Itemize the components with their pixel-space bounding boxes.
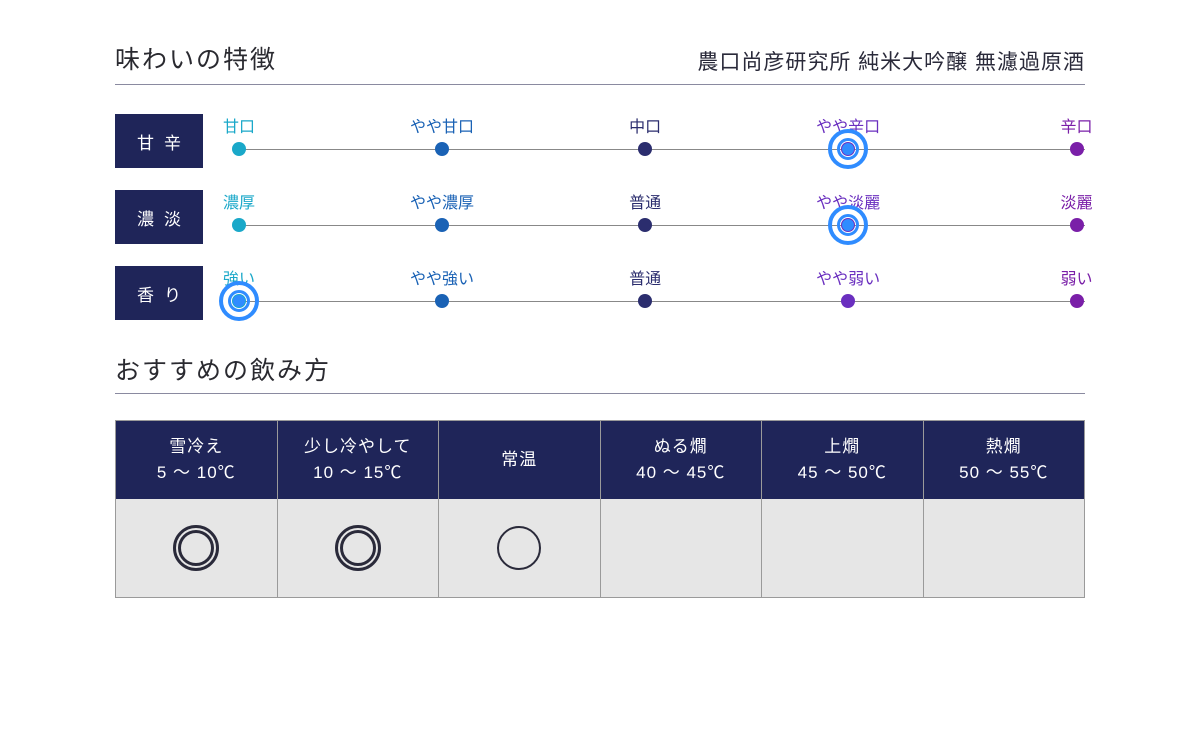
scale-tick-label: 普通 bbox=[629, 189, 661, 213]
scale-tick-label: 普通 bbox=[629, 265, 661, 289]
recommend-strong-icon bbox=[335, 525, 381, 571]
scale-badge: 甘辛 bbox=[115, 114, 203, 168]
temperature-column: 熱燗50 〜 55℃ bbox=[924, 421, 1085, 597]
scale-tick-label: やや淡麗 bbox=[816, 189, 880, 213]
temperature-header: 熱燗50 〜 55℃ bbox=[924, 421, 1085, 499]
temperature-header: 上燗45 〜 50℃ bbox=[762, 421, 923, 499]
temperature-cell bbox=[439, 499, 600, 597]
scale-dot bbox=[841, 142, 855, 156]
scale-badge: 濃淡 bbox=[115, 190, 203, 244]
temperature-range: 50 〜 55℃ bbox=[959, 460, 1048, 486]
temperature-column: 少し冷やして10 〜 15℃ bbox=[278, 421, 440, 597]
temperature-name: 少し冷やして bbox=[304, 434, 412, 460]
recommend-strong-icon bbox=[173, 525, 219, 571]
scale-dot bbox=[435, 218, 449, 232]
taste-scales: 甘辛甘口やや甘口中口やや辛口辛口濃淡濃厚やや濃厚普通やや淡麗淡麗香り強いやや強い… bbox=[115, 113, 1085, 321]
scale-tick-label: やや濃厚 bbox=[410, 189, 474, 213]
scale-tick-label: 弱い bbox=[1061, 265, 1093, 289]
temperature-cell bbox=[116, 499, 277, 597]
serving-title: おすすめの飲み方 bbox=[115, 351, 1085, 394]
scale-dot bbox=[435, 294, 449, 308]
scale-dot bbox=[841, 294, 855, 308]
scale-row: 香り強いやや強い普通やや弱い弱い bbox=[115, 265, 1085, 321]
temperature-name: 熱燗 bbox=[986, 434, 1022, 460]
scale-tick-label: 辛口 bbox=[1061, 113, 1093, 137]
scale-dot bbox=[232, 294, 246, 308]
scale-row: 濃淡濃厚やや濃厚普通やや淡麗淡麗 bbox=[115, 189, 1085, 245]
temperature-name: 上燗 bbox=[824, 434, 860, 460]
scale-dot bbox=[1070, 142, 1084, 156]
temperature-header: 雪冷え5 〜 10℃ bbox=[116, 421, 277, 499]
scale-dot bbox=[638, 142, 652, 156]
product-subtitle: 農口尚彦研究所 純米大吟醸 無濾過原酒 bbox=[697, 46, 1085, 76]
temperature-cell bbox=[924, 499, 1085, 597]
scale-dot bbox=[638, 218, 652, 232]
temperature-column: 常温 bbox=[439, 421, 601, 597]
scale-track: 強いやや強い普通やや弱い弱い bbox=[239, 265, 1085, 321]
scale-row: 甘辛甘口やや甘口中口やや辛口辛口 bbox=[115, 113, 1085, 169]
recommend-ok-icon bbox=[497, 526, 541, 570]
scale-badge: 香り bbox=[115, 266, 203, 320]
scale-track: 甘口やや甘口中口やや辛口辛口 bbox=[239, 113, 1085, 169]
scale-tick-label: 強い bbox=[223, 265, 255, 289]
scale-dot bbox=[232, 142, 246, 156]
scale-dot bbox=[435, 142, 449, 156]
temperature-cell bbox=[762, 499, 923, 597]
scale-dot bbox=[1070, 294, 1084, 308]
scale-track: 濃厚やや濃厚普通やや淡麗淡麗 bbox=[239, 189, 1085, 245]
temperature-header: 少し冷やして10 〜 15℃ bbox=[278, 421, 439, 499]
temperature-name: 雪冷え bbox=[169, 434, 223, 460]
serving-section: おすすめの飲み方 雪冷え5 〜 10℃少し冷やして10 〜 15℃常温ぬる燗40… bbox=[115, 351, 1085, 598]
temperature-name: 常温 bbox=[501, 447, 537, 473]
scale-tick-label: やや辛口 bbox=[816, 113, 880, 137]
temperature-column: 上燗45 〜 50℃ bbox=[762, 421, 924, 597]
header-row: 味わいの特徴 農口尚彦研究所 純米大吟醸 無濾過原酒 bbox=[115, 40, 1085, 85]
temperature-range: 40 〜 45℃ bbox=[636, 460, 725, 486]
section-title: 味わいの特徴 bbox=[115, 40, 277, 76]
scale-tick-label: 中口 bbox=[629, 113, 661, 137]
scale-dot bbox=[232, 218, 246, 232]
temperature-header: 常温 bbox=[439, 421, 600, 499]
scale-dot bbox=[841, 218, 855, 232]
temperature-cell bbox=[601, 499, 762, 597]
scale-dot bbox=[1070, 218, 1084, 232]
temperature-column: 雪冷え5 〜 10℃ bbox=[116, 421, 278, 597]
temperature-header: ぬる燗40 〜 45℃ bbox=[601, 421, 762, 499]
temperature-name: ぬる燗 bbox=[654, 434, 708, 460]
scale-tick-label: やや甘口 bbox=[410, 113, 474, 137]
scale-tick-label: やや弱い bbox=[816, 265, 880, 289]
temperature-table: 雪冷え5 〜 10℃少し冷やして10 〜 15℃常温ぬる燗40 〜 45℃上燗4… bbox=[115, 420, 1085, 598]
scale-tick-label: 濃厚 bbox=[223, 189, 255, 213]
scale-tick-label: 甘口 bbox=[223, 113, 255, 137]
scale-tick-label: やや強い bbox=[410, 265, 474, 289]
temperature-range: 10 〜 15℃ bbox=[313, 460, 402, 486]
temperature-range: 45 〜 50℃ bbox=[798, 460, 887, 486]
temperature-cell bbox=[278, 499, 439, 597]
temperature-range: 5 〜 10℃ bbox=[157, 460, 236, 486]
scale-tick-label: 淡麗 bbox=[1061, 189, 1093, 213]
temperature-column: ぬる燗40 〜 45℃ bbox=[601, 421, 763, 597]
scale-dot bbox=[638, 294, 652, 308]
